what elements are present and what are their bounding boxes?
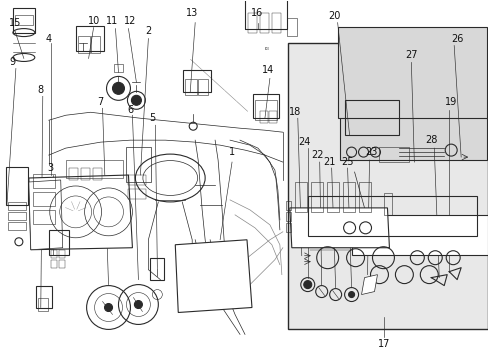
Circle shape xyxy=(112,82,124,94)
Bar xyxy=(271,13,280,32)
Bar xyxy=(310,182,322,212)
Bar xyxy=(8,212,26,220)
Bar xyxy=(90,36,100,54)
Circle shape xyxy=(104,303,112,311)
Bar xyxy=(13,8,35,32)
Bar xyxy=(326,182,338,212)
Text: 7: 7 xyxy=(97,97,103,107)
Text: 16: 16 xyxy=(250,8,263,18)
Text: 8: 8 xyxy=(38,85,44,95)
Polygon shape xyxy=(175,240,251,312)
Bar xyxy=(113,64,123,72)
Text: 24: 24 xyxy=(298,137,310,147)
Text: 25: 25 xyxy=(341,157,353,167)
Bar xyxy=(287,42,487,329)
Bar xyxy=(33,210,55,224)
Bar xyxy=(51,260,57,268)
Circle shape xyxy=(131,95,141,105)
Bar xyxy=(51,250,57,258)
Text: 10: 10 xyxy=(87,15,100,26)
Circle shape xyxy=(303,280,311,289)
Bar xyxy=(339,72,486,160)
Bar xyxy=(307,196,476,236)
Bar xyxy=(150,258,164,280)
Bar xyxy=(185,80,197,95)
Text: 6: 6 xyxy=(127,105,133,115)
Bar xyxy=(81,168,89,180)
Circle shape xyxy=(134,301,142,309)
Text: 13: 13 xyxy=(186,8,198,18)
Bar xyxy=(285,212,290,221)
Text: 22: 22 xyxy=(311,150,324,160)
Text: 12: 12 xyxy=(124,15,136,26)
Bar xyxy=(285,201,290,210)
Bar xyxy=(33,192,55,206)
Text: 15: 15 xyxy=(9,18,21,28)
Text: 28: 28 xyxy=(424,135,437,145)
Text: 9: 9 xyxy=(10,58,16,67)
Bar xyxy=(8,222,26,230)
Bar xyxy=(68,168,78,180)
Bar xyxy=(49,230,68,255)
Bar xyxy=(65,160,123,178)
Text: 2: 2 xyxy=(145,26,151,36)
Text: 23: 23 xyxy=(365,147,377,157)
Text: 19: 19 xyxy=(444,97,456,107)
Bar xyxy=(260,111,267,123)
Bar xyxy=(268,111,276,123)
Bar xyxy=(78,36,89,54)
Circle shape xyxy=(348,292,354,298)
Text: 1: 1 xyxy=(228,147,235,157)
Bar xyxy=(351,215,487,255)
Bar xyxy=(260,13,268,32)
Bar xyxy=(59,250,64,258)
Polygon shape xyxy=(289,208,388,248)
Polygon shape xyxy=(29,180,62,250)
Bar xyxy=(38,298,48,311)
Bar xyxy=(126,147,151,182)
Bar xyxy=(244,0,286,28)
Bar xyxy=(285,223,290,232)
Bar xyxy=(183,71,211,92)
Text: ECO: ECO xyxy=(264,46,269,50)
Bar xyxy=(344,100,399,135)
Bar xyxy=(379,147,408,162)
Bar xyxy=(294,182,306,212)
Text: 27: 27 xyxy=(404,50,417,60)
Bar xyxy=(76,26,103,50)
Bar xyxy=(8,202,26,210)
Bar xyxy=(33,174,55,188)
Text: 21: 21 xyxy=(323,157,335,167)
Bar xyxy=(92,168,102,180)
Text: 17: 17 xyxy=(378,339,390,349)
Bar xyxy=(358,182,370,212)
Bar xyxy=(384,193,392,215)
Bar xyxy=(254,100,276,120)
Polygon shape xyxy=(29,175,132,250)
Text: 20: 20 xyxy=(328,11,340,21)
Bar xyxy=(128,189,146,199)
Text: 5: 5 xyxy=(149,113,155,123)
Bar xyxy=(15,15,33,24)
Text: 11: 11 xyxy=(106,15,119,26)
Bar xyxy=(252,94,278,118)
Text: 14: 14 xyxy=(261,66,273,76)
Bar xyxy=(59,260,64,268)
Bar xyxy=(337,27,486,118)
Text: 18: 18 xyxy=(288,107,300,117)
Bar xyxy=(198,80,208,95)
Bar xyxy=(128,175,146,185)
Bar xyxy=(342,182,354,212)
Text: 26: 26 xyxy=(450,33,463,44)
Bar xyxy=(286,18,296,36)
Text: 4: 4 xyxy=(45,33,52,44)
Bar xyxy=(6,167,28,205)
Bar xyxy=(247,13,256,32)
Text: 3: 3 xyxy=(48,163,54,173)
Polygon shape xyxy=(361,275,377,294)
Bar xyxy=(36,285,52,307)
